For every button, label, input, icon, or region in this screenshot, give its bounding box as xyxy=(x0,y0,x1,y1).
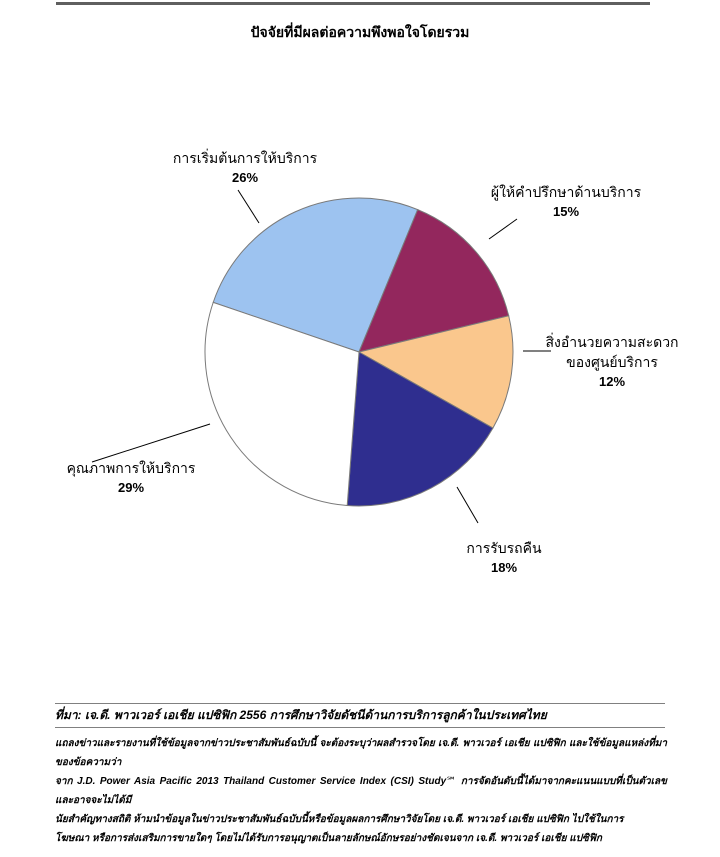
chart-title: ปัจจัยที่มีผลต่อความพึงพอใจโดยรวม xyxy=(250,24,470,40)
pie-slice-1 xyxy=(358,208,510,353)
leader-lines xyxy=(91,189,551,524)
slice-label-service-quality: คุณภาพการให้บริการ 29% xyxy=(31,458,231,498)
leader-line-15 xyxy=(488,218,518,240)
slice-label-text: การเริ่มต้นการให้บริการ xyxy=(172,150,318,166)
slice-label-pct: 29% xyxy=(117,480,145,495)
pie-slice-3 xyxy=(346,351,494,507)
slice-label-vehicle-pickup: การรับรถคืน 18% xyxy=(419,538,589,578)
slice-label-text: การรับรถคืน xyxy=(466,540,542,556)
slice-label-pct: 18% xyxy=(490,560,518,575)
slice-label-pct: 26% xyxy=(231,170,259,185)
pie-slice-2 xyxy=(357,315,514,429)
leader-line-29 xyxy=(91,423,211,463)
divider-above-source xyxy=(55,703,665,704)
pie-chart xyxy=(91,189,551,524)
slice-label-text: คุณภาพการให้บริการ xyxy=(66,460,196,476)
pie-slice-4 xyxy=(204,301,360,507)
disclaimer-line: โฆษณา หรือการส่งเสริมการขายใดๆ โดยไม่ได้… xyxy=(55,833,602,844)
disclaimer-line: แถลงข่าวและรายงานที่ใช้ข้อมูลจากข่าวประช… xyxy=(55,738,667,768)
divider-below-source xyxy=(55,727,665,728)
slice-label-text: ของศูนย์บริการ xyxy=(566,354,658,370)
slice-label-start-of-service: การเริ่มต้นการให้บริการ 26% xyxy=(120,148,370,188)
source-line: ที่มา: เจ.ดี. พาวเวอร์ เอเชีย แปซิฟิก 25… xyxy=(55,708,547,722)
disclaimer-line: นัยสำคัญทางสถิติ ห้ามนำข้อมูลในข่าวประชา… xyxy=(55,814,624,825)
disclaimer-line: จาก J.D. Power Asia Pacific 2013 Thailan… xyxy=(55,776,667,806)
slice-label-text: ผู้ให้คำปรึกษาด้านบริการ xyxy=(490,184,642,200)
slice-label-pct: 15% xyxy=(552,204,580,219)
leader-line-18 xyxy=(456,486,479,524)
leader-line-26 xyxy=(237,189,260,224)
slice-label-text: สิ่งอำนวยความสะดวก xyxy=(545,334,679,350)
pie-slices xyxy=(204,197,514,507)
slice-label-service-advisor: ผู้ให้คำปรึกษาด้านบริการ 15% xyxy=(456,182,676,222)
disclaimer-paragraph: แถลงข่าวและรายงานที่ใช้ข้อมูลจากข่าวประช… xyxy=(55,734,667,848)
slice-label-facility: สิ่งอำนวยความสะดวก ของศูนย์บริการ 12% xyxy=(522,332,702,392)
top-border-bar xyxy=(56,2,650,5)
slice-label-pct: 12% xyxy=(598,374,626,389)
pie-slice-0 xyxy=(212,197,419,353)
